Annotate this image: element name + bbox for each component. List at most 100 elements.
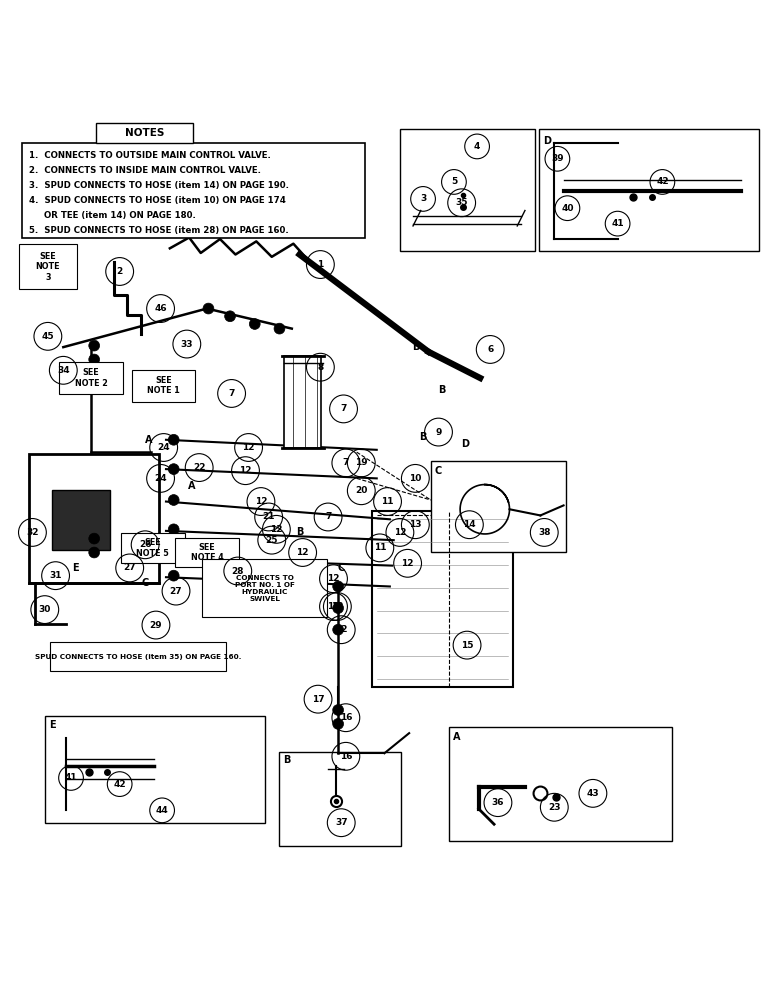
- Text: 2.  CONNECTS TO INSIDE MAIN CONTROL VALVE.: 2. CONNECTS TO INSIDE MAIN CONTROL VALVE…: [29, 166, 262, 175]
- Text: 42: 42: [113, 780, 126, 789]
- Text: 29: 29: [150, 621, 162, 630]
- Text: 8: 8: [317, 363, 323, 372]
- Text: SEE
NOTE 4: SEE NOTE 4: [191, 543, 223, 562]
- Text: 23: 23: [548, 803, 560, 812]
- Text: 6: 6: [487, 345, 493, 354]
- Text: A: A: [453, 732, 461, 742]
- Text: 3.  SPUD CONNECTS TO HOSE (item 14) ON PAGE 190.: 3. SPUD CONNECTS TO HOSE (item 14) ON PA…: [29, 181, 290, 190]
- Circle shape: [89, 547, 100, 558]
- Text: NOTES: NOTES: [125, 128, 164, 138]
- Text: 12: 12: [296, 548, 309, 557]
- Text: 7: 7: [325, 512, 331, 521]
- Text: 40: 40: [561, 204, 574, 213]
- Text: C: C: [337, 563, 345, 573]
- Text: B: B: [411, 342, 419, 352]
- Text: 12: 12: [331, 602, 344, 611]
- Circle shape: [89, 533, 100, 544]
- Text: 12: 12: [242, 443, 255, 452]
- Text: 17: 17: [312, 695, 324, 704]
- Text: 15: 15: [461, 641, 473, 650]
- Text: 12: 12: [239, 466, 252, 475]
- Text: 37: 37: [335, 818, 347, 827]
- Circle shape: [333, 624, 344, 635]
- Bar: [539, 129, 759, 251]
- Bar: [50, 642, 226, 671]
- Text: 12: 12: [270, 525, 283, 534]
- Circle shape: [168, 550, 179, 561]
- Bar: [202, 559, 327, 617]
- Circle shape: [333, 705, 344, 715]
- Text: 42: 42: [656, 177, 669, 186]
- Text: 38: 38: [538, 528, 550, 537]
- Text: 32: 32: [26, 528, 39, 537]
- Text: 22: 22: [193, 463, 205, 472]
- Text: 4: 4: [474, 142, 480, 151]
- Text: SEE
NOTE 2: SEE NOTE 2: [75, 368, 107, 388]
- Text: 43: 43: [587, 789, 599, 798]
- Text: 4.  SPUD CONNECTS TO HOSE (item 10) ON PAGE 174: 4. SPUD CONNECTS TO HOSE (item 10) ON PA…: [29, 196, 286, 205]
- Text: D: D: [543, 136, 550, 146]
- Circle shape: [89, 340, 100, 351]
- Bar: [449, 727, 672, 841]
- Text: 27: 27: [124, 563, 136, 572]
- Bar: [96, 123, 193, 143]
- Text: 44: 44: [156, 806, 168, 815]
- Text: 24: 24: [154, 474, 167, 483]
- Circle shape: [168, 570, 179, 581]
- Circle shape: [274, 323, 285, 334]
- Text: 5: 5: [451, 177, 457, 186]
- Bar: [59, 362, 123, 394]
- Text: 31: 31: [49, 571, 62, 580]
- Text: B: B: [283, 755, 291, 765]
- Text: E: E: [73, 563, 79, 573]
- Bar: [45, 716, 265, 823]
- Text: E: E: [49, 720, 56, 730]
- Bar: [29, 454, 159, 583]
- Circle shape: [225, 311, 235, 322]
- Circle shape: [89, 367, 100, 378]
- Text: 12: 12: [401, 559, 414, 568]
- Text: OR TEE (item 14) ON PAGE 180.: OR TEE (item 14) ON PAGE 180.: [29, 211, 196, 220]
- Circle shape: [168, 524, 179, 535]
- Text: 5.  SPUD CONNECTS TO HOSE (item 28) ON PAGE 160.: 5. SPUD CONNECTS TO HOSE (item 28) ON PA…: [29, 226, 289, 235]
- Text: 16: 16: [340, 713, 352, 722]
- Bar: [52, 490, 110, 550]
- Bar: [22, 143, 365, 238]
- Text: 11: 11: [381, 497, 394, 506]
- Text: 10: 10: [409, 474, 422, 483]
- Text: 25: 25: [266, 536, 278, 545]
- Text: 13: 13: [409, 520, 422, 529]
- Circle shape: [333, 718, 344, 729]
- Circle shape: [333, 581, 344, 592]
- Text: 12: 12: [255, 497, 267, 506]
- Circle shape: [168, 495, 179, 505]
- Text: 36: 36: [492, 798, 504, 807]
- Text: A: A: [188, 481, 195, 491]
- Text: C: C: [435, 466, 442, 476]
- Text: SEE
NOTE 5: SEE NOTE 5: [137, 538, 169, 558]
- Text: 20: 20: [355, 486, 367, 495]
- Circle shape: [333, 603, 344, 613]
- Text: 19: 19: [355, 458, 367, 467]
- Text: 3: 3: [420, 194, 426, 203]
- Text: 12: 12: [394, 528, 406, 537]
- Text: SEE
NOTE
3: SEE NOTE 3: [36, 252, 60, 282]
- Text: B: B: [296, 527, 303, 537]
- Text: 7: 7: [343, 458, 349, 467]
- Text: 46: 46: [154, 304, 167, 313]
- Bar: [431, 461, 566, 552]
- Text: 2: 2: [117, 267, 123, 276]
- Text: 41: 41: [611, 219, 624, 228]
- Text: 35: 35: [455, 198, 468, 207]
- Circle shape: [89, 354, 100, 365]
- Text: A: A: [144, 435, 152, 445]
- Text: 39: 39: [551, 154, 564, 163]
- Circle shape: [249, 319, 260, 329]
- Text: 26: 26: [139, 540, 151, 549]
- Text: B: B: [419, 432, 427, 442]
- Circle shape: [168, 434, 179, 445]
- Text: SEE
NOTE 1: SEE NOTE 1: [147, 376, 180, 395]
- Text: 1: 1: [317, 260, 323, 269]
- Bar: [19, 244, 76, 289]
- Text: 28: 28: [232, 567, 244, 576]
